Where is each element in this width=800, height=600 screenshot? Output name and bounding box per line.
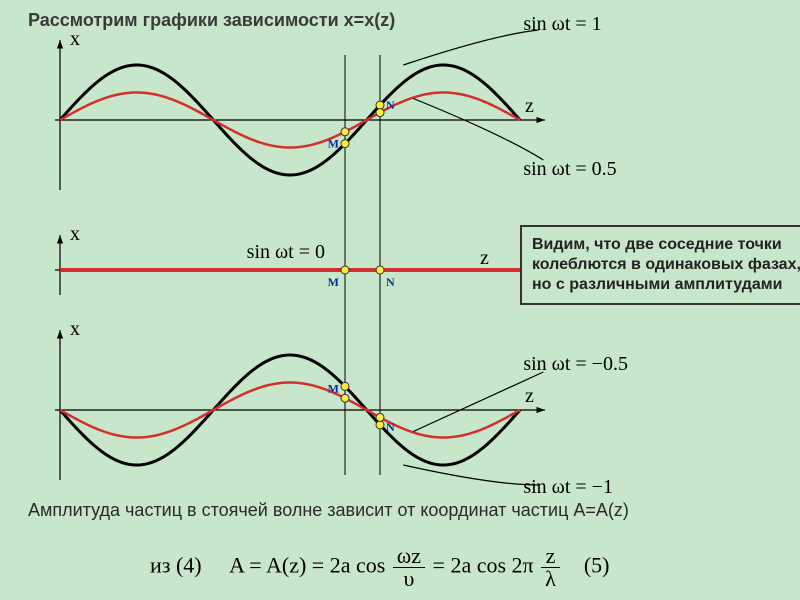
svg-text:sin ωt = −0.5: sin ωt = −0.5 (523, 353, 628, 375)
svg-text:z: z (525, 95, 534, 117)
svg-text:N: N (386, 98, 395, 112)
formula-prefix: из (4) (150, 553, 202, 578)
svg-text:sin ωt = −1: sin ωt = −1 (523, 476, 613, 498)
formula-suffix: (5) (584, 553, 610, 578)
svg-text:x: x (70, 28, 80, 50)
svg-text:x: x (70, 223, 80, 245)
svg-text:sin ωt = 0.5: sin ωt = 0.5 (523, 158, 616, 180)
svg-text:z: z (480, 247, 489, 269)
formula-eq5: из (4) A = A(z) = 2a cos ωz υ = 2a cos 2… (150, 545, 609, 590)
formula-lhs: A = A(z) = 2a cos (229, 553, 385, 578)
formula-frac1: ωz υ (393, 545, 425, 590)
svg-text:sin ωt = 1: sin ωt = 1 (523, 13, 601, 35)
svg-text:x: x (70, 318, 80, 340)
svg-text:M: M (328, 381, 339, 395)
svg-text:z: z (525, 385, 534, 407)
svg-text:N: N (386, 275, 395, 289)
formula-mid: = 2a cos 2π (433, 553, 534, 578)
amplitude-caption: Амплитуда частиц в стоячей волне зависит… (28, 500, 629, 521)
svg-text:M: M (328, 137, 339, 151)
formula-frac2: z λ (541, 545, 560, 590)
svg-text:M: M (328, 275, 339, 289)
observation-note: Видим, что две соседние точки колеблются… (520, 225, 800, 305)
svg-text:N: N (386, 420, 395, 434)
svg-text:sin ωt = 0: sin ωt = 0 (247, 241, 325, 263)
